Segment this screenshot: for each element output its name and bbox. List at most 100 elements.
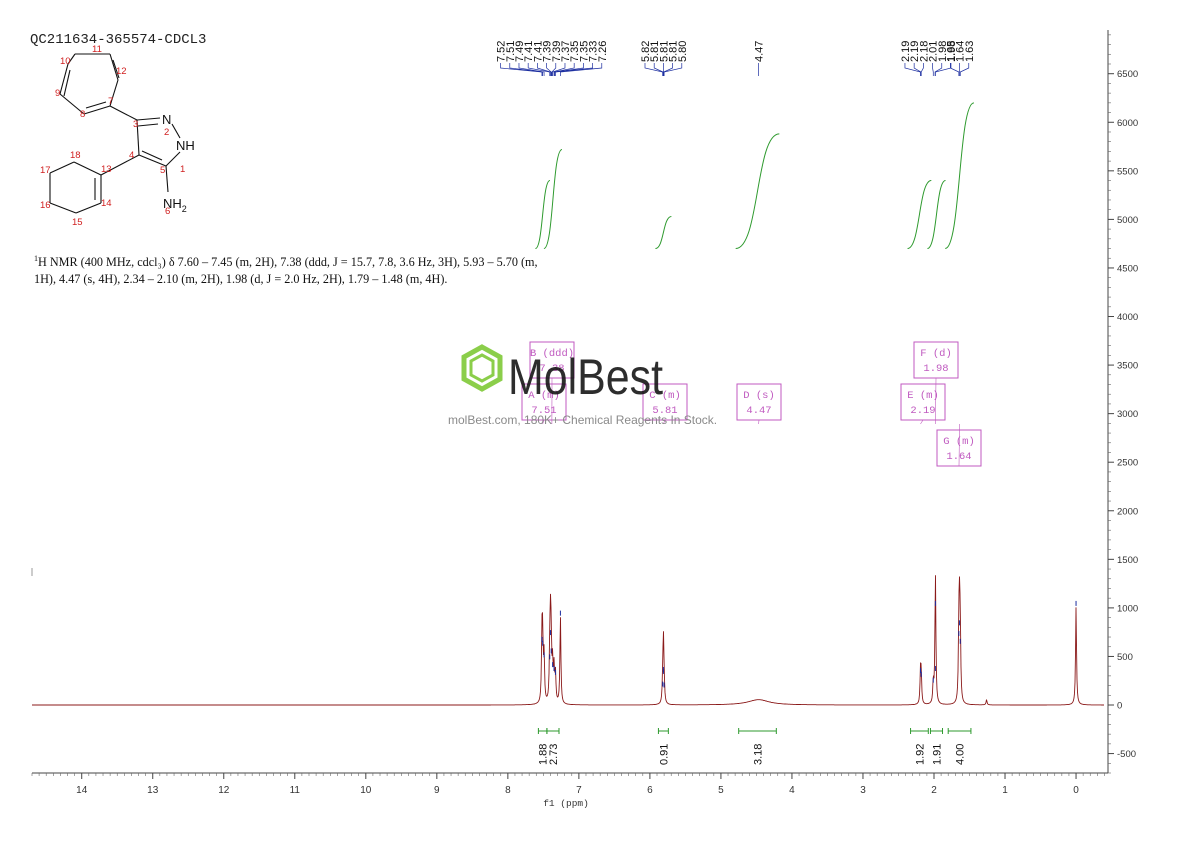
region-label: G (m) [943,436,975,448]
peak-label-connector [552,63,566,76]
peak-label: 4.47 [754,41,766,62]
multiplet-regions: B (ddd) 7.38 A (m) 7.51 C (m) 5.81 D (s) 4.47 E … [521,341,982,467]
region-shift: 5.81 [652,405,677,417]
peak-label: 2.18 [918,41,930,62]
region-connector [935,377,937,425]
peak-label: 7.26 [597,41,609,62]
region-label: C (m) [649,390,681,402]
peak-label-connector [551,63,557,76]
region-shift: 7.51 [531,405,556,417]
integral-curve [927,180,946,250]
chemical-structure [49,53,181,214]
peak-label-connector [663,63,673,76]
atom-number: 17 [40,165,51,176]
peak-label-connector [555,63,593,76]
peak-label: 7.41 [532,41,544,62]
x-tick-label: 12 [218,785,230,796]
peak-label-connector [537,63,551,76]
atom-number: 15 [72,217,83,228]
integral-bars: 1.882.73 0.91 3.18 1.92 1.91 4.00 [538,728,972,765]
x-tick-label: 4 [789,785,795,796]
x-tick-label: 6 [647,785,653,796]
x-tick-label: 7 [576,785,582,796]
nmr-description: 1H NMR (400 MHz, cdcl₃) δ 7.60 – 7.45 (m… [34,250,594,288]
x-tick-label: 9 [434,785,440,796]
x-ticks: 14 13 12 11 10 9 8 7 6 5 4 3 2 1 0 [31,773,1105,796]
y-tick-label: 0 [1117,701,1122,712]
peak-label: 5.82 [640,41,652,62]
atom-number: 8 [80,109,85,120]
y-tick-label: 5000 [1117,215,1138,226]
watermark-url: molBest.com, 180K+ Chemical Reagents In … [448,413,718,427]
peak-label: 7.49 [514,41,526,62]
region-shift: 4.47 [746,405,771,417]
peak-label: 5.81 [649,41,661,62]
peak-label-connector [935,63,952,76]
atom-number: 10 [60,56,71,67]
peak-label: 1.98 [937,41,949,62]
x-tick-label: 0 [1073,785,1079,796]
molbest-logo: MolBest [461,344,663,405]
peak-label: 5.81 [658,41,670,62]
logo-hexagon-icon [461,344,503,392]
peak-label-connector [913,63,922,76]
peak-label: 5.81 [668,41,680,62]
peak-label: 2.01 [928,41,940,62]
x-tick-label: 1 [1002,785,1008,796]
region-shift: 2.19 [910,405,935,417]
y-tick-label: 4500 [1117,263,1138,274]
y-ticks: -500 0 500 1000 1500 2000 2500 3000 3500 4000 4500… [1108,34,1138,774]
peak-label: 7.33 [588,41,600,62]
peak-label-connector [527,63,551,76]
atom-number: 5 [160,165,165,176]
integral-curves [534,102,975,250]
peak-label-connector [546,63,552,76]
integral-curve [944,102,975,250]
atom-number: 3 [133,119,138,130]
integral-curve [655,215,672,250]
peak-label: 7.35 [569,41,581,62]
peak-label: 7.51 [505,41,517,62]
atom-number: 9 [55,88,60,99]
peak-label: 7.52 [496,41,508,62]
region-label: F (d) [920,348,952,360]
peak-label-connector [932,63,934,76]
logo-inner-hexagon-icon [469,353,495,383]
region-shift: 7.38 [539,363,564,375]
integral-value: 2.73 [548,744,560,765]
integral-value: 0.91 [658,744,670,765]
peak-label-connector [904,63,921,76]
x-tick-label: 5 [718,785,724,796]
atom-label-n2: N [162,112,171,127]
x-axis-label: f1 (ppm) [543,798,589,809]
region-label: E (m) [907,390,939,402]
atom-label-nh: NH [176,138,195,153]
region-label: B (ddd) [530,348,574,360]
atom-label-nh2: NH2 [163,196,187,214]
y-tick-label: -500 [1117,749,1136,760]
region-connector [542,419,545,425]
x-tick-label: 10 [360,785,372,796]
x-tick-label: 13 [147,785,159,796]
x-tick-label: 2 [931,785,937,796]
nmr-description-line1: 1H NMR (400 MHz, cdcl₃) δ 7.60 – 7.45 (m… [34,254,538,270]
atom-number: 11 [92,44,102,55]
peak-label-connector [920,63,924,76]
atom-number: 13 [101,164,112,175]
peak-label: 1.98 [946,41,958,62]
integral-value: 1.91 [931,744,943,765]
peak-label-connector [663,63,683,76]
y-tick-label: 5500 [1117,166,1138,177]
integral-curve [534,180,551,250]
region-connector [958,423,960,467]
peak-label: 7.39 [551,41,563,62]
peak-label: 1.63 [964,41,976,62]
peak-label-connector [934,63,943,76]
y-tick-label: 500 [1117,652,1133,663]
peak-label-connector [644,63,664,76]
sample-id-title: QC211634-365574-CDCL3 [30,32,207,48]
region-connector [663,419,666,425]
peak-label-connector [554,63,584,76]
nmr-description-line2: 1H), 4.47 (s, 4H), 2.34 – 2.10 (m, 2H), … [34,272,448,287]
